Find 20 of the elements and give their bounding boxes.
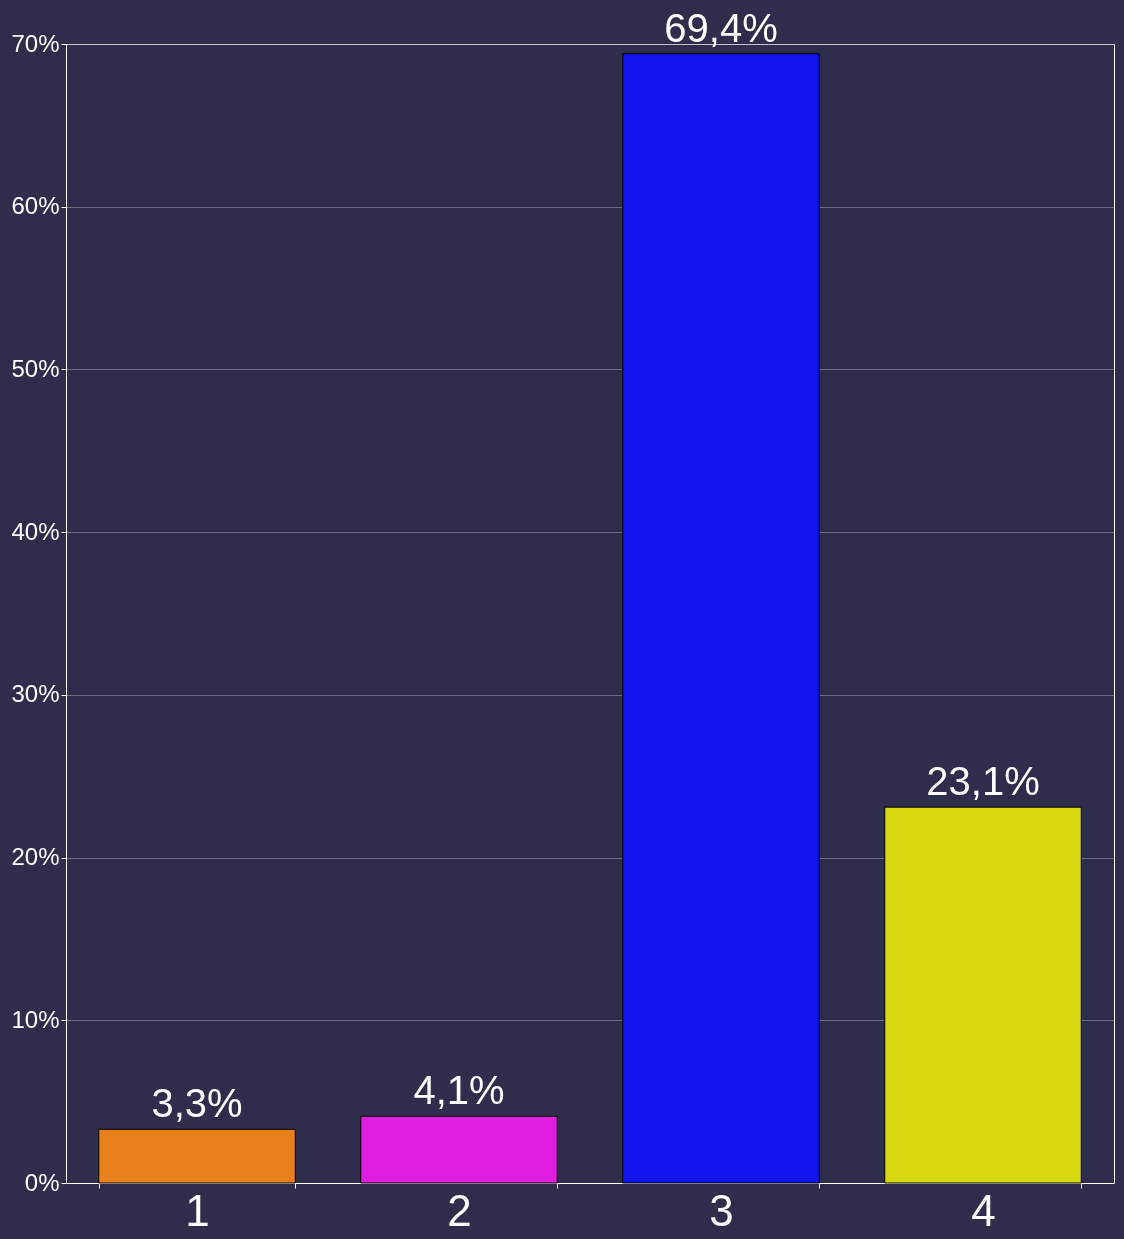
y-tick-label: 50%: [11, 354, 60, 382]
data-label: 4,1%: [413, 1068, 505, 1113]
bar: [884, 806, 1082, 1184]
y-tick-label: 10%: [11, 1005, 60, 1033]
data-label: 69,4%: [664, 5, 778, 50]
y-tick-label: 0%: [24, 1168, 60, 1196]
y-tick-label: 70%: [11, 29, 60, 57]
bar: [98, 1128, 296, 1184]
data-label: 23,1%: [926, 759, 1040, 804]
x-tick-label: 3: [709, 1185, 734, 1235]
x-tick-label: 4: [971, 1185, 996, 1235]
x-tick-label: 1: [185, 1185, 210, 1235]
y-tick-label: 60%: [11, 192, 60, 220]
y-tick-label: 40%: [11, 517, 60, 545]
y-tick-label: 20%: [11, 843, 60, 871]
y-tick-label: 30%: [11, 680, 60, 708]
x-tick-label: 2: [447, 1185, 472, 1235]
bar: [622, 53, 820, 1184]
data-label: 3,3%: [151, 1081, 243, 1126]
bar: [360, 1115, 558, 1184]
